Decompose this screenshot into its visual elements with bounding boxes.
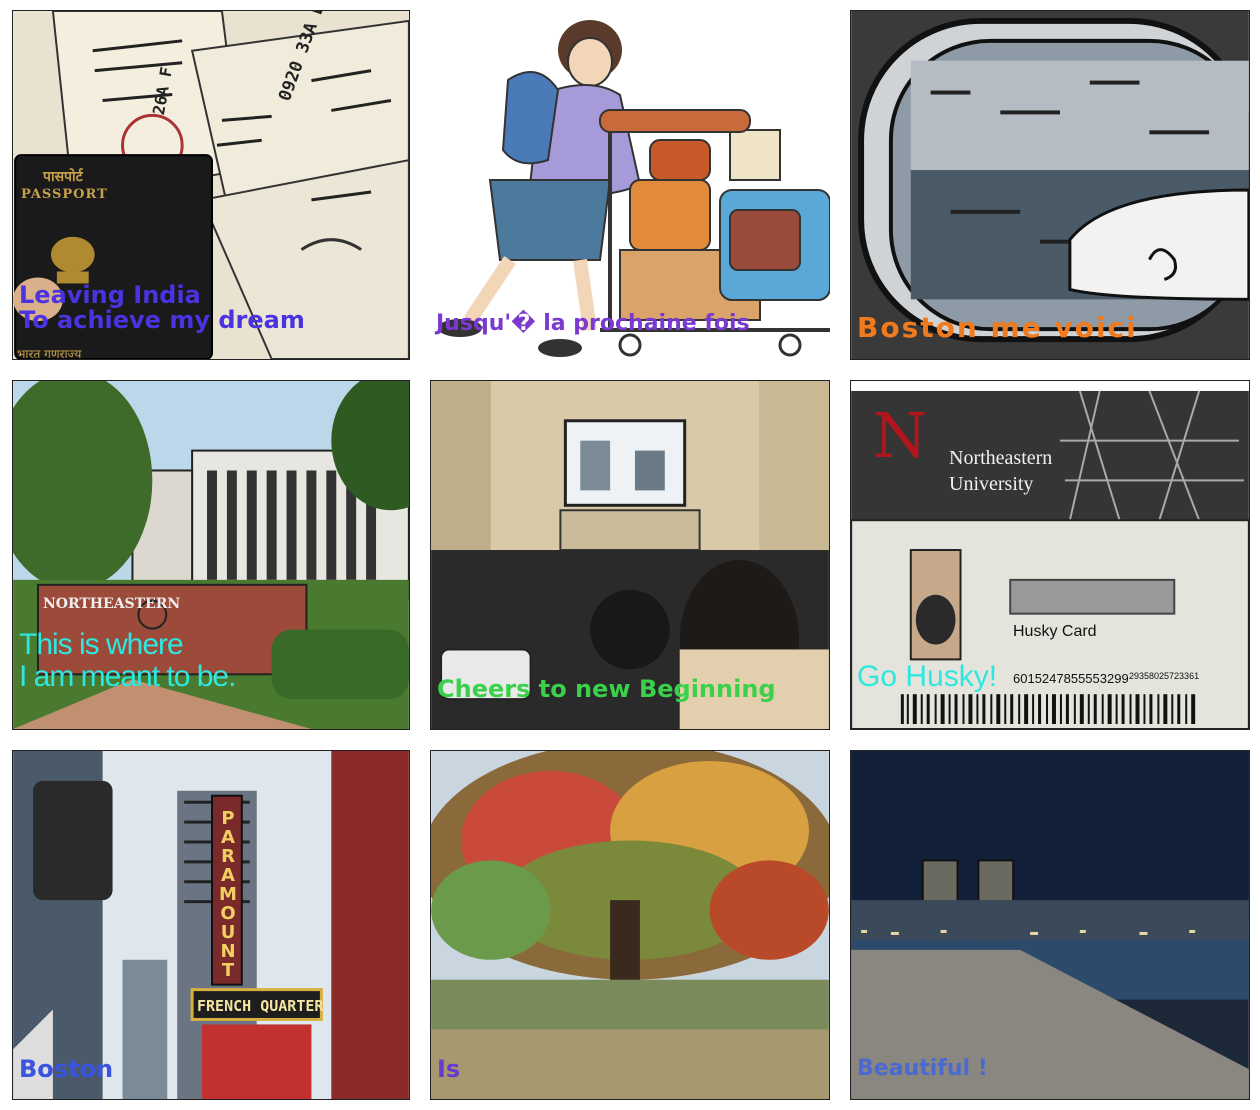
boston-street-illustration (13, 751, 409, 1099)
panel-traveler: Jusqu'� la prochaine fois (430, 10, 830, 360)
sign-letter: T (221, 960, 235, 981)
university-name-line-2: University (949, 473, 1034, 495)
caption: Boston (19, 1055, 114, 1083)
passport-text: PASSPORT (21, 187, 108, 202)
panel-lecture-hall: Cheers to new Beginning (430, 380, 830, 730)
panel-autumn-tree: Is (430, 750, 830, 1100)
passport-bottom-text: भारत गणराज्य (17, 347, 82, 360)
university-name-line-1: Northeastern (949, 447, 1053, 469)
lecture-hall-illustration (431, 381, 829, 729)
caption-line-1: Go Husky! (857, 660, 998, 693)
passport-text-hindi: पासपोर्ट (43, 169, 83, 185)
caption-line-1: Boston (19, 1055, 114, 1083)
caption-line-1: Jusqu'� la prochaine fois (436, 311, 750, 336)
caption: Boston me voici (857, 311, 1138, 344)
sign-letter: N (220, 941, 236, 962)
campus-illustration (13, 381, 409, 729)
caption: This is where I am meant to be. (19, 628, 236, 693)
campus-sign-text: NORTHEASTERN (43, 596, 181, 612)
caption: Is (437, 1055, 461, 1083)
autumn-tree-illustration (431, 751, 829, 1099)
card-number: 6015247855553299 (1013, 671, 1129, 686)
traveler-illustration (430, 10, 830, 360)
paramount-sign: P A R A M O U N T (216, 809, 240, 980)
sign-letter: A (221, 827, 235, 848)
panel-leaving-india: पासपोर्ट PASSPORT भारत गणराज्य 0920 33A … (12, 10, 410, 360)
panel-airplane-window: Boston me voici (850, 10, 1250, 360)
sign-letter: R (221, 846, 235, 867)
caption: Leaving India To achieve my dream (19, 281, 305, 335)
panel-boston-street: P A R A M O U N T FRENCH QUARTER Boston (12, 750, 410, 1100)
caption-line-1: Boston me voici (857, 311, 1138, 344)
sign-letter: A (221, 865, 235, 886)
caption-line-1: Beautiful ! (857, 1056, 988, 1081)
husky-card-illustration (851, 381, 1249, 729)
passport-tickets-illustration (13, 11, 409, 359)
caption-line-2: I am meant to be. (19, 659, 236, 693)
caption: Cheers to new Beginning (437, 675, 776, 703)
harbor-night-illustration (851, 751, 1249, 1099)
caption-line-2: To achieve my dream (19, 306, 305, 335)
caption-line-1: Cheers to new Beginning (437, 675, 776, 703)
panel-campus: NORTHEASTERN This is where I am meant to… (12, 380, 410, 730)
caption-line-1: This is where (19, 628, 184, 661)
sign-letter: M (219, 884, 237, 905)
card-label: Husky Card (1013, 623, 1097, 640)
northeastern-logo: N (873, 399, 928, 472)
sign-letter: U (220, 922, 236, 943)
panel-harbor-night: Beautiful ! (850, 750, 1250, 1100)
caption: Go Husky! (857, 661, 997, 693)
caption: Beautiful ! (857, 1057, 988, 1080)
airplane-window-illustration (851, 11, 1249, 359)
card-number-secondary: 29358025723361 (1129, 671, 1200, 681)
panel-husky-card: N Northeastern University Husky Card 601… (850, 380, 1250, 730)
caption-line-1: Leaving India (19, 281, 201, 309)
caption: Jusqu'� la prochaine fois (436, 312, 750, 335)
sign-letter: P (221, 808, 235, 829)
sign-letter: O (220, 903, 236, 924)
caption-line-1: Is (437, 1055, 461, 1083)
marquee-text: FRENCH QUARTER (197, 997, 324, 1015)
